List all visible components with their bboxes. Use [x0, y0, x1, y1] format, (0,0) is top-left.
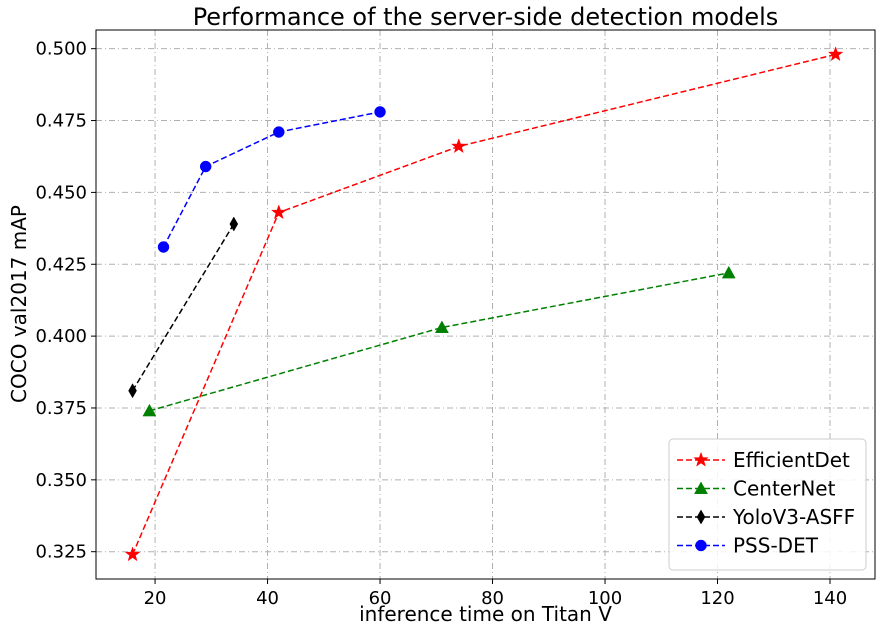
legend-marker: [695, 539, 707, 552]
data-point: [450, 138, 467, 154]
y-tick-label: 0.325: [35, 542, 87, 563]
legend-box: [668, 438, 867, 571]
data-point: [124, 546, 141, 562]
data-point: [270, 204, 287, 220]
series-line: [131, 223, 235, 392]
legend-marker: [696, 509, 706, 525]
y-tick-label: 0.475: [35, 111, 87, 132]
data-point: [128, 383, 137, 399]
y-axis-label: COCO val2017 mAP: [7, 205, 31, 403]
plot-frame: [95, 29, 876, 580]
axis-ticks: 20 40 60 80 100 120 140 0.325 0.350 0.375 0.400 0.4…: [35, 39, 847, 609]
legend-item: CenterNet: [677, 477, 836, 501]
y-tick-label: 0.425: [35, 254, 87, 275]
x-tick-label: 80: [481, 588, 504, 609]
y-tick-label: 0.350: [35, 470, 87, 491]
data-point: [827, 46, 844, 62]
x-axis-label: inference time on Titan V: [359, 602, 612, 626]
x-tick-label: 20: [144, 588, 167, 609]
x-tick-label: 40: [256, 588, 279, 609]
series: [124, 46, 844, 562]
series-line: [162, 111, 381, 248]
legend: EfficientDet CenterNet YoloV3-ASFF PSS-DET: [668, 438, 867, 571]
legend-label: CenterNet: [733, 477, 836, 501]
series-centernet: [142, 265, 736, 417]
data-point: [273, 126, 285, 138]
x-tick-label: 140: [813, 588, 847, 609]
y-tick-label: 0.500: [35, 39, 87, 60]
legend-label: PSS-DET: [733, 534, 819, 558]
series-yolov3-asff: [128, 216, 239, 399]
data-point: [142, 403, 157, 417]
y-tick-label: 0.400: [35, 326, 87, 347]
series-efficientdet: [124, 46, 844, 562]
data-point: [374, 106, 386, 118]
data-point: [199, 160, 212, 173]
legend-item: EfficientDet: [677, 448, 850, 472]
legend-label: YoloV3-ASFF: [732, 505, 855, 529]
series-pss-det: [157, 106, 386, 253]
legend-marker: [693, 451, 709, 467]
data-point: [229, 216, 239, 232]
series-line: [149, 272, 729, 412]
x-tick-label: 120: [700, 588, 734, 609]
chart-title: Performance of the server-side detection…: [193, 3, 779, 31]
legend-item: YoloV3-ASFF: [677, 505, 855, 529]
legend-marker: [694, 481, 708, 494]
data-point: [721, 265, 736, 279]
legend-label: EfficientDet: [733, 448, 850, 472]
y-tick-label: 0.450: [35, 182, 87, 203]
x-tick-label: 60: [369, 588, 392, 609]
data-point: [434, 320, 449, 333]
data-point: [157, 241, 170, 253]
grid: [96, 30, 875, 579]
x-tick-label: 100: [588, 588, 622, 609]
legend-item: PSS-DET: [677, 534, 819, 558]
y-tick-label: 0.375: [35, 398, 87, 419]
series-line: [131, 53, 836, 555]
